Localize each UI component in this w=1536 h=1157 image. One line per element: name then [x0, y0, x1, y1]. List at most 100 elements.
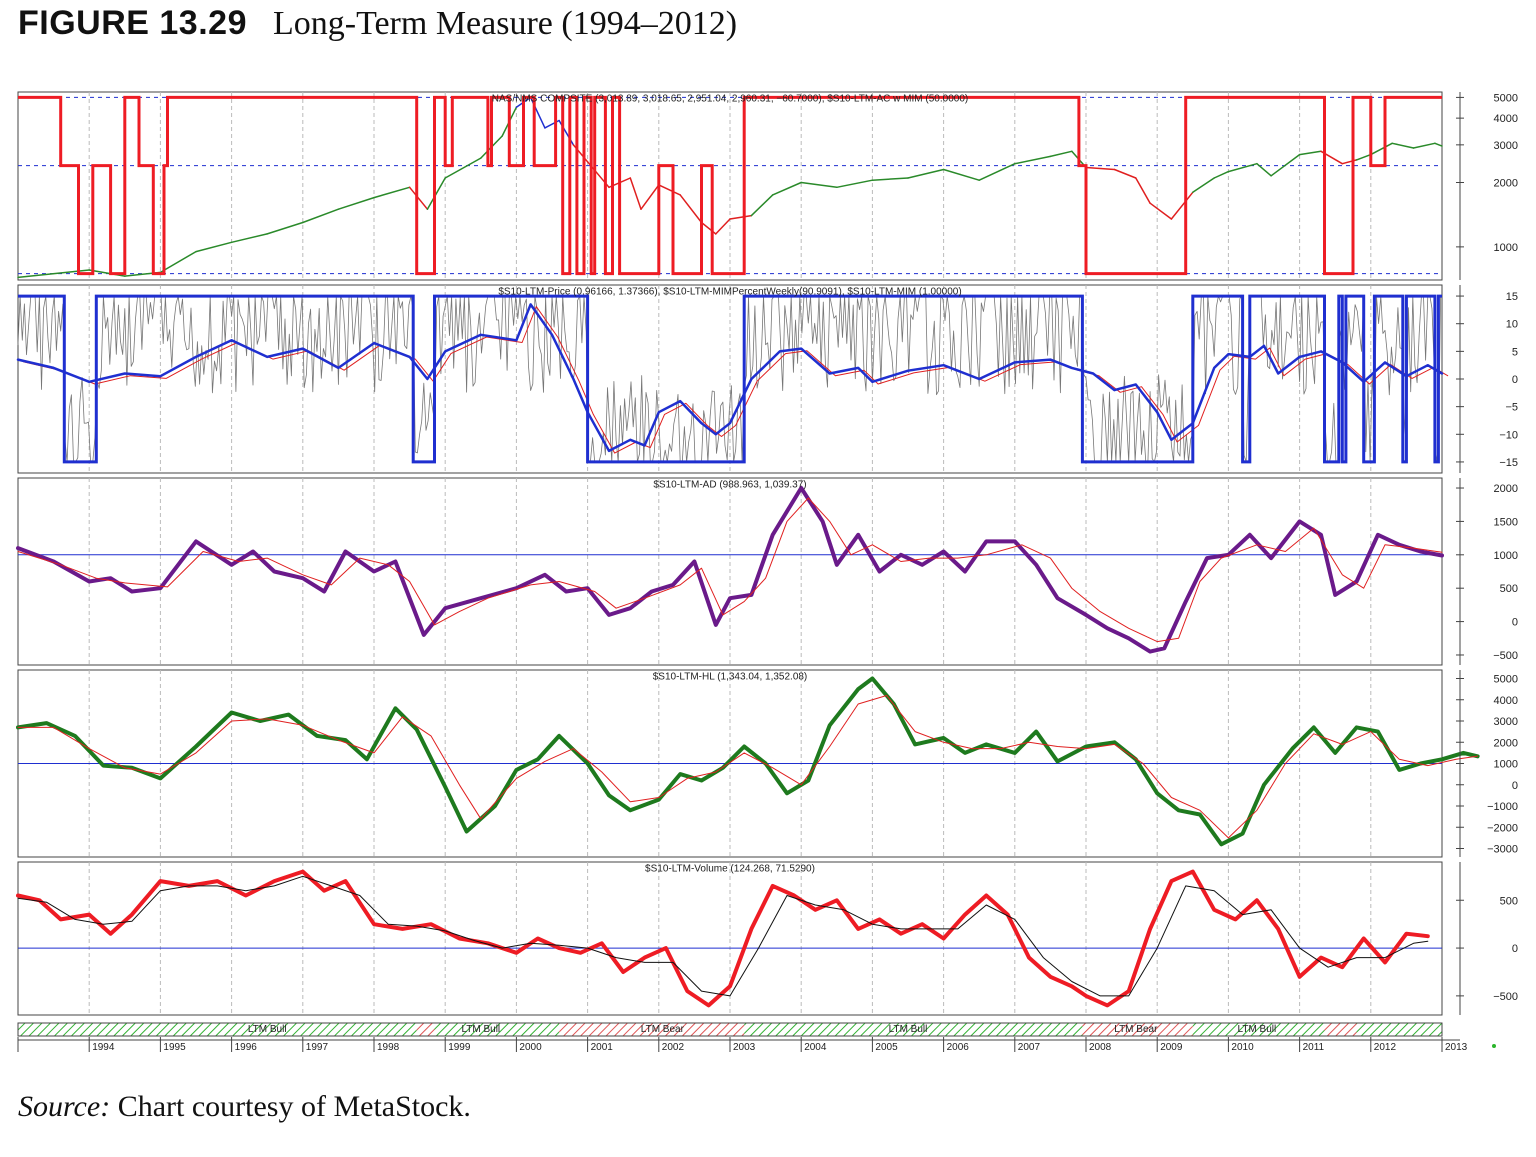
y-tick-label: 500: [1500, 895, 1518, 907]
price-segment: [1298, 150, 1322, 156]
x-tick-label: 1995: [163, 1042, 186, 1053]
price-segment: [266, 221, 304, 235]
ltm-mim-step-line: [18, 294, 1442, 464]
price-segment: [426, 177, 446, 210]
x-tick-label: 1999: [448, 1042, 471, 1053]
y-tick-label: 0: [1512, 617, 1518, 629]
price-segment: [1192, 177, 1215, 194]
y-tick-label: 2000: [1494, 483, 1518, 495]
panel-title: $S10-LTM-HL (1,343.04, 1,352.08): [653, 671, 808, 682]
y-tick-label: 1500: [1494, 516, 1518, 528]
price-segment: [1149, 202, 1173, 220]
y-tick-label: 1000: [1494, 759, 1518, 771]
price-segment: [907, 168, 945, 179]
price-segment: [444, 157, 482, 179]
price-segment: [1434, 142, 1443, 147]
regime-bull-segment: [18, 1023, 417, 1036]
y-tick-label: 0: [1512, 780, 1518, 792]
price-segment: [800, 181, 838, 189]
regime-bear-segment: [1324, 1023, 1357, 1036]
panel-title: $S10-LTM-Price (0.96166, 1.37366), $S10-…: [498, 286, 961, 297]
price-segment: [1412, 142, 1436, 149]
source-note: Source: Chart courtesy of MetaStock.: [18, 1090, 471, 1124]
price-segment: [836, 179, 874, 189]
panel-title: NAS/NMS COMPSITE (3,013.89, 3,018.65, 2,…: [492, 93, 968, 104]
regime-bear-segment: [559, 1023, 745, 1036]
ac-mim-step-line: [18, 95, 1442, 276]
figure-heading: FIGURE 13.29 Long-Term Measure (1994–2012…: [18, 4, 737, 44]
price-segment: [1370, 142, 1393, 156]
price-segment: [629, 177, 642, 210]
regime-label: LTM Bull: [1238, 1024, 1277, 1035]
x-tick-label: 2005: [875, 1042, 898, 1053]
price-segment: [302, 208, 340, 224]
x-tick-label: 2002: [662, 1042, 685, 1053]
price-segment: [408, 186, 429, 210]
y-tick-label: 0: [1512, 943, 1518, 955]
x-tick-label: 2000: [519, 1042, 542, 1053]
price-segment: [1355, 153, 1372, 161]
regime-label: LTM Bear: [1114, 1024, 1158, 1035]
regime-bull-segment: [1192, 1023, 1325, 1036]
y-tick-label: −15: [1499, 457, 1518, 469]
source-label: Source:: [18, 1090, 111, 1123]
x-tick-label: 2012: [1374, 1042, 1397, 1053]
price-ma-line: [23, 306, 1449, 454]
y-tick-label: 5: [1512, 346, 1518, 358]
regime-bear-segment: [416, 1023, 435, 1036]
regime-label: LTM Bull: [461, 1024, 500, 1035]
price-segment: [750, 194, 774, 217]
hl-ma-line: [17, 695, 1479, 839]
regime-band-frame: [17, 1022, 1443, 1037]
price-segment: [1391, 142, 1415, 149]
price-segment: [1135, 177, 1151, 204]
y-tick-label: 2000: [1494, 178, 1518, 190]
price-segment: [1014, 155, 1052, 165]
y-tick-label: −10: [1499, 429, 1518, 441]
y-tick-label: 500: [1500, 583, 1518, 595]
volume-ma-line: [17, 875, 1429, 997]
price-segment: [1227, 162, 1258, 173]
x-tick-label: 2003: [733, 1042, 756, 1053]
figure-number: FIGURE 13.29: [18, 4, 247, 42]
y-tick-label: 0: [1512, 374, 1518, 386]
price-segment: [159, 250, 197, 274]
price-segment: [942, 168, 980, 181]
price-segment: [1256, 162, 1272, 177]
y-tick-label: −2000: [1487, 822, 1518, 834]
regime-bear-segment: [1082, 1023, 1193, 1036]
panel-title: $S10-LTM-Volume (124.268, 71.5290): [645, 863, 815, 874]
regime-label: LTM Bull: [248, 1024, 287, 1035]
ad-line: [16, 486, 1444, 654]
x-tick-label: 2010: [1231, 1042, 1254, 1053]
y-tick-label: 4000: [1494, 113, 1518, 125]
price-segment: [658, 184, 681, 196]
y-tick-label: 1000: [1494, 242, 1518, 254]
y-tick-label: 15: [1506, 291, 1518, 303]
price-segment: [978, 162, 1016, 181]
ltm-price-line: [16, 303, 1444, 453]
x-tick-label: 2009: [1160, 1042, 1183, 1053]
y-tick-label: 2000: [1494, 737, 1518, 749]
x-tick-label: 1994: [92, 1042, 115, 1053]
x-tick-label: 1997: [306, 1042, 329, 1053]
y-tick-label: −5: [1505, 402, 1518, 414]
x-tick-label: 2006: [947, 1042, 970, 1053]
price-segment: [1213, 170, 1230, 179]
regime-bull-segment: [1356, 1023, 1442, 1036]
x-tick-label: 2007: [1018, 1042, 1041, 1053]
figure-title: Long-Term Measure (1994–2012): [272, 5, 738, 42]
y-tick-label: 4000: [1494, 695, 1518, 707]
y-tick-label: −500: [1493, 991, 1518, 1003]
price-segment: [1270, 153, 1301, 177]
y-tick-label: 10: [1506, 319, 1518, 331]
x-tick-label: 2011: [1303, 1042, 1325, 1053]
x-tick-label: 1998: [377, 1042, 400, 1053]
price-segment: [640, 184, 660, 210]
y-tick-label: 3000: [1494, 140, 1518, 152]
y-tick-label: 5000: [1494, 674, 1518, 686]
price-segment: [679, 194, 703, 224]
x-tick-label: 2001: [591, 1042, 614, 1053]
x-tick-label: 2008: [1089, 1042, 1112, 1053]
